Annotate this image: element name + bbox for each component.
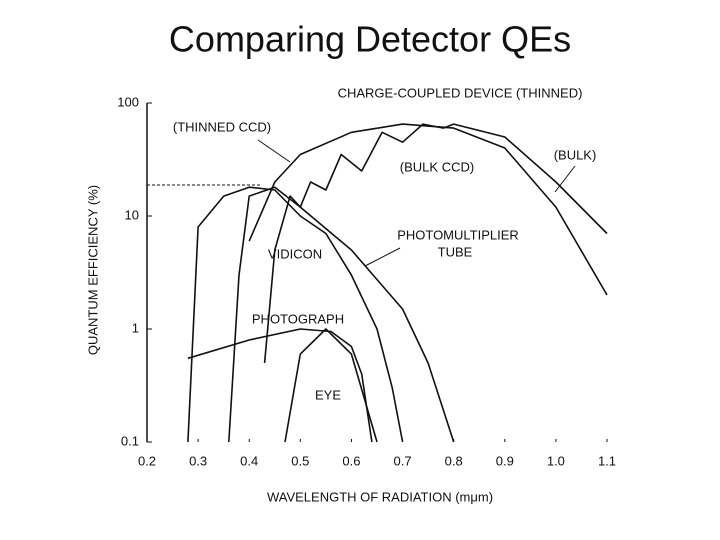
leader [257,139,291,163]
curve [263,123,608,364]
annotation: (BULK) [554,147,597,162]
curve [187,328,373,443]
x-tick-label: 0.4 [240,453,258,468]
y-tick-label: 100 [117,94,139,109]
x-tick-label: 0.6 [342,453,360,468]
leaders [147,139,576,267]
y-tick-label: 1 [132,320,139,335]
curve [284,328,378,443]
x-tick-label: 0.2 [138,453,156,468]
annotation: PHOTOGRAPH [252,311,344,326]
x-tick-label: 0.8 [445,453,463,468]
curve [228,186,455,443]
annotation: CHARGE-COUPLED DEVICE (THINNED) [338,85,583,100]
x-tick-label: 0.3 [189,453,207,468]
slide-title: Comparing Detector QEs [169,19,571,60]
annotation: (THINNED CCD) [173,119,271,134]
y-axis-label: QUANTUM EFFICIENCY (%) [85,185,100,355]
x-tick-label: 0.7 [394,453,412,468]
curve [248,123,608,296]
annotation: PHOTOMULTIPLIER [397,227,519,242]
curve [187,186,404,443]
x-tick-label: 1.1 [598,453,616,468]
y-tick-label: 0.1 [121,433,139,448]
annotation: VIDICON [268,246,322,261]
annotation: TUBE [438,244,473,259]
leader [364,247,401,267]
x-tick-label: 0.9 [496,453,514,468]
x-axis-label: WAVELENGTH OF RADIATION (mμm) [267,489,493,504]
y-tick-label: 10 [125,207,139,222]
x-tick-label: 1.0 [547,453,565,468]
annotation: (BULK CCD) [400,159,474,174]
leader [554,165,576,193]
x-tick-label: 0.5 [291,453,309,468]
annotation: EYE [315,387,341,402]
